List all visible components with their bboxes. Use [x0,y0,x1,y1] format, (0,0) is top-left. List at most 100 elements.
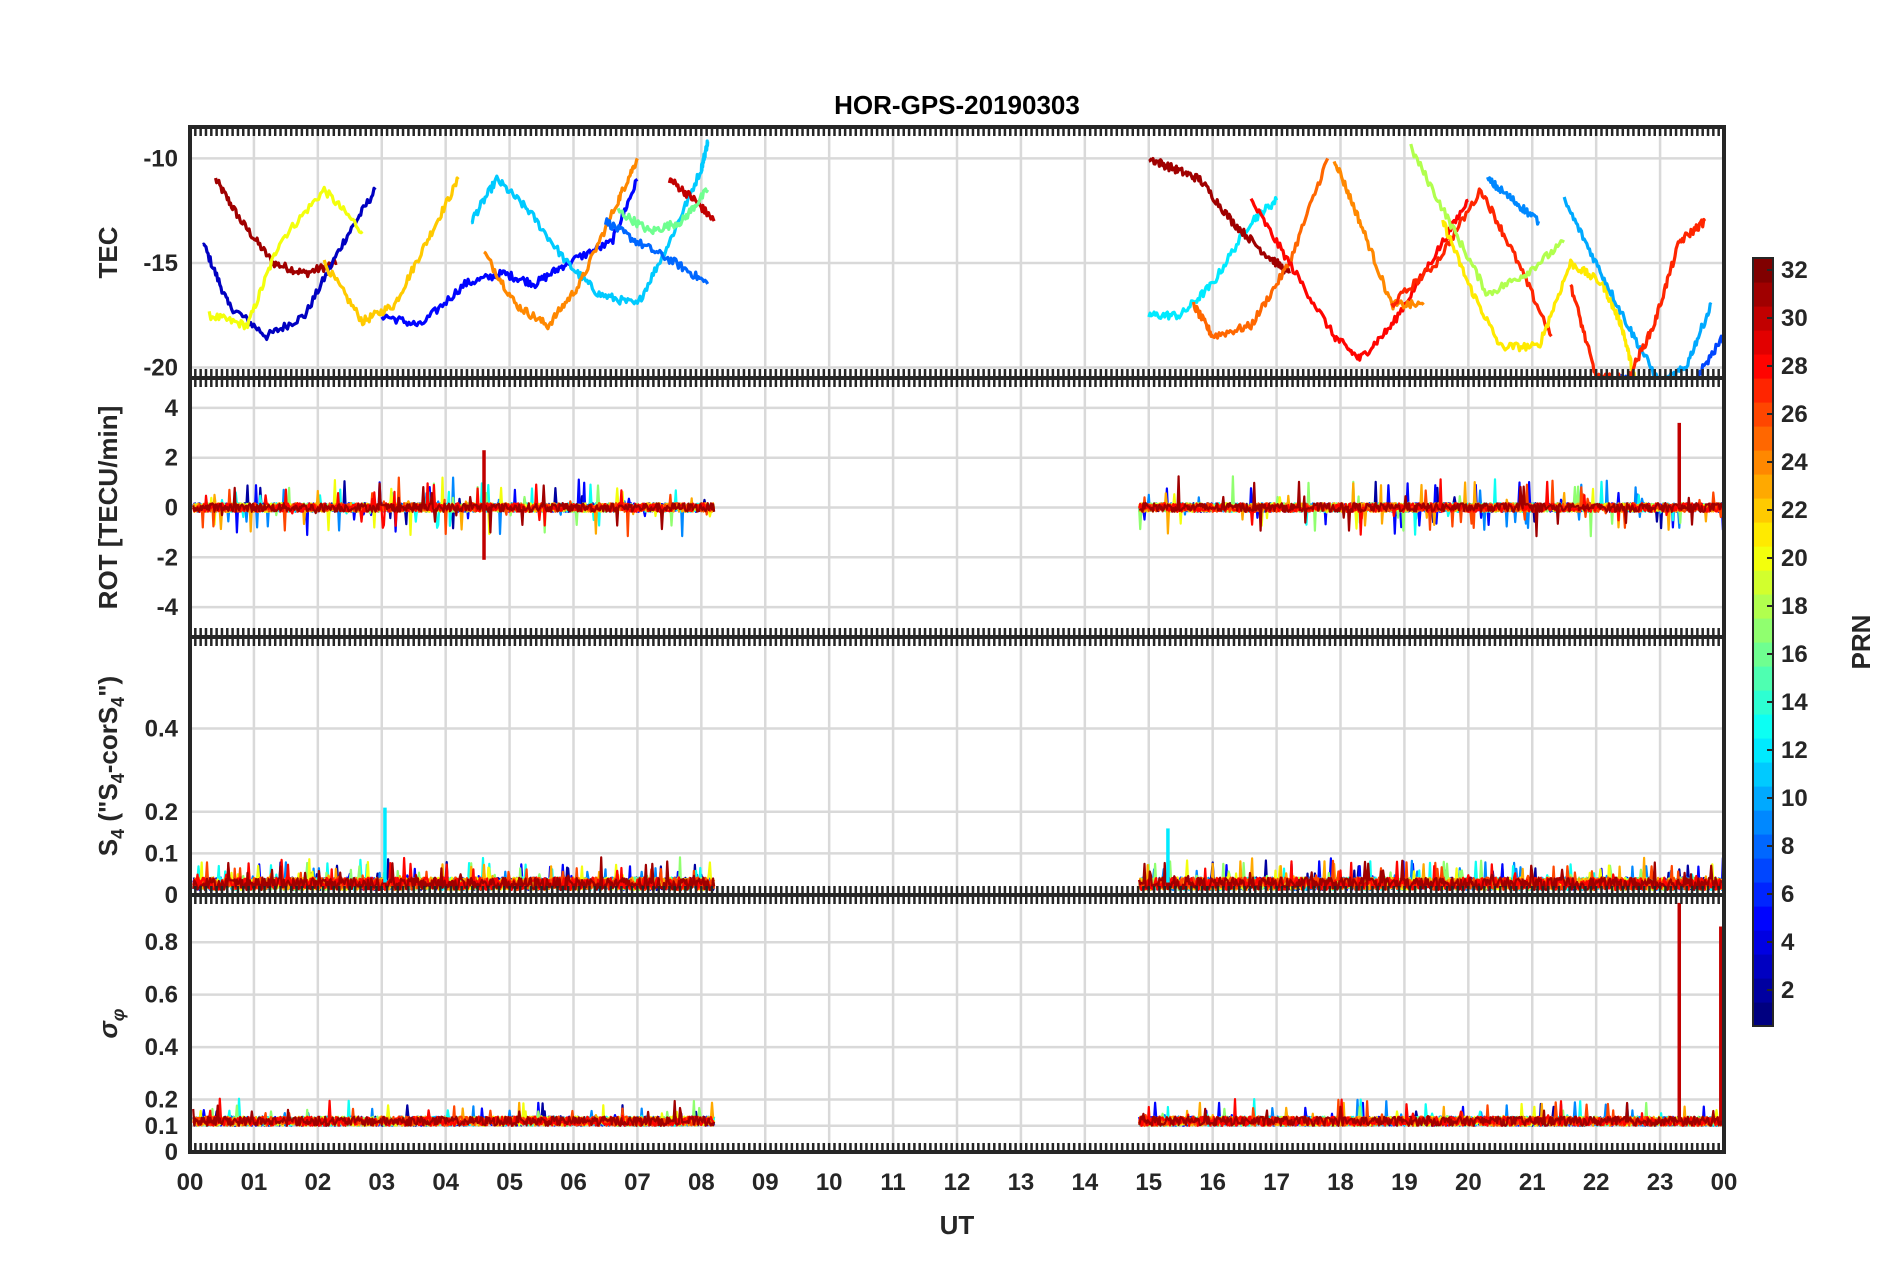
colorbar-swatch [1753,570,1773,595]
colorbar-tick-label: 6 [1781,881,1794,908]
y-axis-label-part: ") [93,676,123,697]
colorbar-swatch [1753,474,1773,499]
x-tick-label: 08 [688,1169,715,1196]
y-axis-label-part: 4 [108,773,128,783]
tec-series-prn-31 [214,177,338,279]
colorbar-tick-label: 16 [1781,641,1808,668]
x-axis: 00 01 02 03 04 05 06 07 08 09 10 11 12 13 14 15 16 17 18 19… [177,1169,1738,1196]
y-tick-label: 0.2 [145,799,178,826]
x-tick-label: 00 [177,1169,204,1196]
colorbar-swatch [1753,930,1773,955]
colorbar-swatch [1753,714,1773,739]
colorbar-label: PRN [1846,615,1876,670]
x-tick-label: 22 [1583,1169,1610,1196]
x-tick-label: 17 [1263,1169,1290,1196]
x-tick-label: 16 [1199,1169,1226,1196]
y-tick-label: -15 [143,250,178,277]
y-axis-label-part: 4 [108,697,128,707]
data-traces [202,139,1726,380]
data-traces [192,902,1726,1127]
y-tick-label: -10 [143,145,178,172]
tec-series-prn-27 [1569,217,1707,380]
tec-series-prn-28 [1249,197,1469,362]
colorbar-swatch [1753,546,1773,571]
colorbar-swatch [1753,738,1773,763]
y-axis-label-part: 4 [108,829,128,839]
minor-ticks [188,378,1726,637]
x-tick-label: 11 [880,1169,905,1196]
y-tick-label: 0.4 [145,716,179,743]
tec-series-prn-10 [1562,196,1713,380]
panel-S4: 00.10.20.4S4 ("S4-corS4") [93,635,1726,909]
y-tick-label: -20 [143,355,178,382]
colorbar-tick-label: 28 [1781,353,1808,380]
colorbar-tick-label: 2 [1781,977,1794,1004]
tec-series-prn-9 [1486,176,1541,226]
colorbar-swatch [1753,690,1773,715]
x-tick-label: 18 [1327,1169,1354,1196]
colorbar-swatch [1753,258,1773,283]
colorbar-swatch [1753,330,1773,355]
colorbar-swatch [1753,522,1773,547]
colorbar-tick-label: 22 [1781,497,1808,524]
minor-ticks [188,637,1726,895]
colorbar-swatch [1753,282,1773,307]
tec-series-prn-21 [1441,219,1637,379]
y-tick-label: 0 [165,495,178,522]
y-tick-label: 0.6 [145,982,178,1009]
x-tick-label: 06 [560,1169,587,1196]
y-tick-label: 0.1 [145,1113,178,1140]
colorbar-tick-label: 8 [1781,833,1794,860]
y-tick-label: 2 [165,445,178,472]
panel-TEC: -10 -15 -20 TEC [93,125,1726,382]
colorbar-swatch [1753,786,1773,811]
series-prn-31 [1138,859,1726,892]
colorbar-swatch [1753,906,1773,931]
x-tick-label: 09 [752,1169,779,1196]
x-tick-label: 10 [816,1169,843,1196]
y-tick-label: 0 [165,882,178,909]
colorbar-swatch [1753,594,1773,619]
panel-sigma_phi: 00.10.2 0.4 0.6 0.8 σφ [93,893,1726,1166]
colorbar-tick-label: 24 [1781,449,1808,476]
colorbar-swatch [1753,1002,1773,1027]
x-tick-label: 03 [368,1169,395,1196]
tec-series-prn-30 [667,177,716,222]
colorbar-swatch [1753,402,1773,427]
series-prn-31 [1138,1101,1726,1127]
x-tick-label: 14 [1071,1169,1098,1196]
x-axis-label: UT [940,1210,975,1240]
y-axis-label: ROT [TECU/min] [93,406,123,610]
tec-series-prn-16 [616,187,710,235]
series-prn-31 [192,856,716,892]
y-axis-label: S4 ("S4-corS4") [93,676,128,856]
y-axis-label-part: S [93,839,123,856]
x-tick-label: 13 [1008,1169,1035,1196]
colorbar-tick-label: 4 [1781,929,1795,956]
colorbar-swatch [1753,882,1773,907]
y-axis-label-part: φ [108,1008,128,1021]
y-axis-label-part: ("S [93,783,123,829]
colorbar-tick-label: 26 [1781,401,1808,428]
minor-ticks [188,895,1726,1152]
series-prn-31 [192,482,716,534]
colorbar-tick-label: 18 [1781,593,1808,620]
series-prn-28 [192,1097,716,1127]
colorbar-tick-label: 30 [1781,305,1808,332]
colorbar-swatch [1753,666,1773,691]
data-traces [192,422,1726,560]
y-tick-label: 4 [165,395,179,422]
x-tick-label: 15 [1135,1169,1162,1196]
y-axis-label-part: σ [93,1019,123,1038]
colorbar-swatch [1753,858,1773,883]
x-tick-label: 04 [432,1169,459,1196]
tec-series-prn-24 [483,157,639,331]
tec-series-prn-22 [322,176,460,327]
tec-series-prn-18 [1409,143,1565,297]
y-axis-label-part: -corS [93,707,123,773]
y-axis-label: TEC [93,226,123,278]
x-tick-label: 21 [1519,1169,1546,1196]
colorbar-tick-label: 10 [1781,785,1808,812]
